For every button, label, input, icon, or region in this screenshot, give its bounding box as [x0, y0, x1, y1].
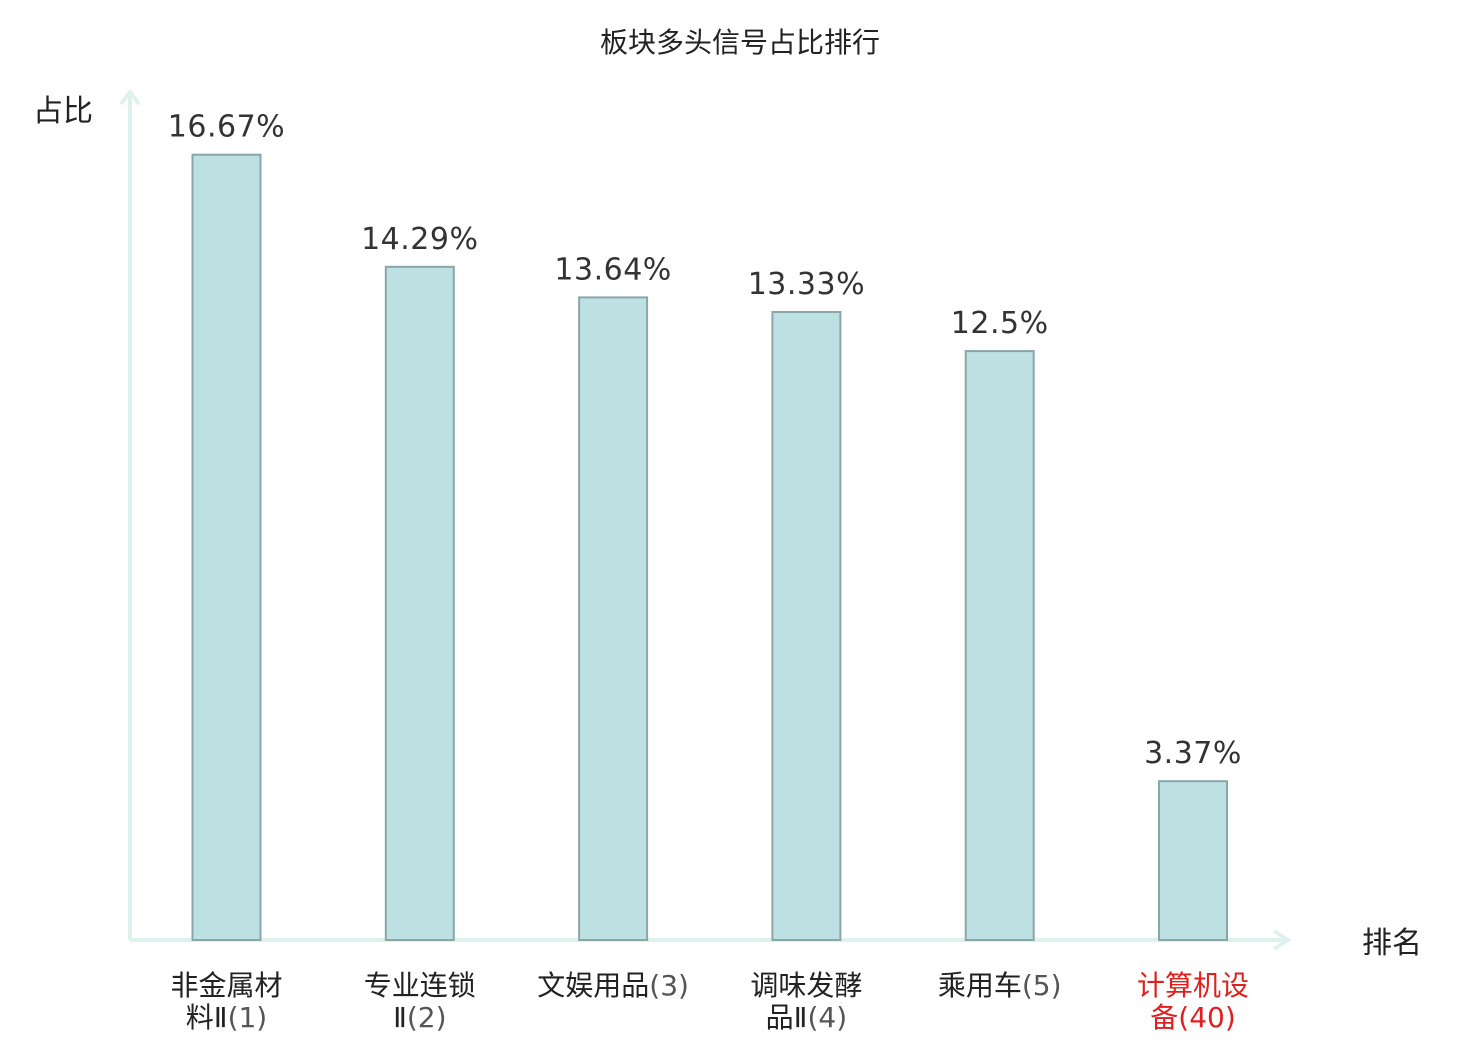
category-label: 计算机设 — [1137, 969, 1249, 1002]
y-axis-label: 占比 — [33, 94, 93, 129]
x-axis-arrow-icon — [1272, 929, 1292, 951]
bar-value-label: 14.29% — [361, 222, 478, 257]
value-labels-group: 16.67% 14.29% 13.64% 13.33% 12.5% 3.37% — [168, 110, 1242, 772]
y-axis-arrow-icon — [119, 88, 141, 106]
chart-title: 板块多头信号占比排行 — [600, 26, 880, 59]
bar — [384, 265, 455, 941]
category-label: 品Ⅱ(4) — [766, 1001, 847, 1034]
category-label: 专业连锁 — [364, 969, 476, 1002]
category-label: 非金属材 — [170, 969, 282, 1002]
category-label: 调味发酵 — [750, 969, 862, 1002]
axes — [119, 88, 1292, 951]
bar — [1158, 780, 1228, 942]
bars-group — [191, 153, 1228, 942]
bar-value-label: 13.64% — [554, 252, 671, 287]
bar-value-label: 13.33% — [748, 267, 865, 302]
bar — [964, 350, 1035, 942]
category-label: 备(40) — [1150, 1001, 1236, 1034]
bar — [771, 311, 842, 941]
bar-value-label: 16.67% — [168, 110, 285, 145]
category-label: 文娱用品(3) — [537, 969, 689, 1002]
bar-value-label: 12.5% — [951, 306, 1049, 341]
bar-value-label: 3.37% — [1144, 736, 1242, 771]
bar — [578, 296, 649, 941]
x-axis-label: 排名 — [1362, 926, 1422, 961]
category-label: Ⅱ(2) — [393, 1001, 446, 1034]
bar — [191, 153, 262, 941]
category-label: 乘用车(5) — [938, 969, 1062, 1002]
category-label: 料Ⅱ(1) — [186, 1001, 267, 1034]
